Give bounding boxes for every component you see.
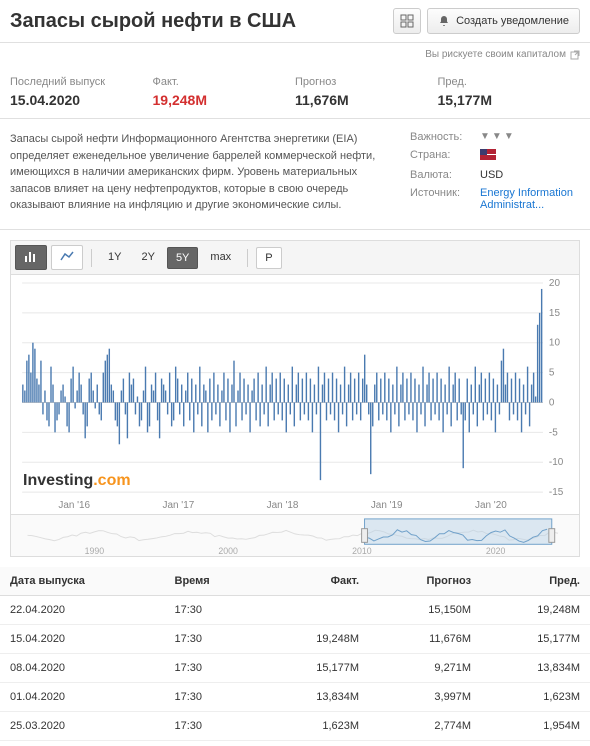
- svg-text:15: 15: [549, 308, 561, 319]
- range-2y-button[interactable]: 2Y: [133, 247, 162, 269]
- bull-icon: ▼: [492, 131, 502, 143]
- svg-text:-5: -5: [549, 427, 558, 438]
- bull-icon: ▼: [480, 131, 490, 143]
- meta-table: Важность: ▼ ▼ ▼ Страна: Валюта: USD Исто…: [410, 131, 580, 217]
- svg-text:10: 10: [549, 338, 561, 349]
- chart-type-bar-button[interactable]: [15, 245, 47, 270]
- header: Запасы сырой нефти в США Создать уведомл…: [0, 0, 590, 43]
- svg-text:5: 5: [549, 368, 555, 379]
- page-title: Запасы сырой нефти в США: [10, 10, 296, 33]
- chart-toolbar: 1Y2Y5Ymax P: [10, 240, 580, 275]
- description-row: Запасы сырой нефти Информационного Агент…: [0, 119, 590, 230]
- header-actions: Создать уведомление: [393, 8, 580, 34]
- bull-icon: ▼: [504, 131, 514, 143]
- stats-row: Последний выпуск 15.04.2020 Факт. 19,248…: [0, 66, 590, 119]
- table-header[interactable]: Прогноз: [369, 567, 481, 596]
- chart-area: 1Y2Y5Ymax P -15 -10 -5 0 5 10 15 20 Jan '16 Jan '…: [0, 230, 590, 567]
- table-row[interactable]: 08.04.202017:3015,177M9,271M13,834M: [0, 654, 590, 683]
- table-row[interactable]: 01.04.202017:3013,834M3,997M1,623M: [0, 683, 590, 712]
- svg-text:Jan '17: Jan '17: [163, 500, 195, 511]
- stat-prev: Пред. 15,177M: [438, 76, 581, 108]
- table-header[interactable]: Факт.: [260, 567, 369, 596]
- stat-actual: Факт. 19,248M: [153, 76, 296, 108]
- range-5y-button[interactable]: 5Y: [167, 247, 198, 269]
- svg-text:20: 20: [549, 278, 561, 289]
- source-link[interactable]: Energy Information Administrat...: [480, 187, 573, 211]
- p-button[interactable]: P: [256, 247, 281, 269]
- flag-us-icon: [480, 149, 496, 160]
- svg-text:-15: -15: [549, 487, 564, 498]
- svg-text:2000: 2000: [218, 546, 238, 556]
- svg-text:Jan '20: Jan '20: [475, 500, 507, 511]
- stat-release: Последний выпуск 15.04.2020: [10, 76, 153, 108]
- range-buttons: 1Y2Y5Ymax: [100, 247, 239, 269]
- watermark: Investing.com: [23, 472, 131, 490]
- svg-text:2020: 2020: [486, 546, 506, 556]
- external-link-icon: [570, 50, 580, 60]
- table-row[interactable]: 15.04.202017:3019,248M11,676M15,177M: [0, 625, 590, 654]
- chart-type-line-button[interactable]: [51, 245, 83, 270]
- description-text: Запасы сырой нефти Информационного Агент…: [10, 131, 390, 217]
- navigator-chart[interactable]: 1990 2000 2010 2020: [10, 515, 580, 557]
- importance-icons: ▼ ▼ ▼: [480, 131, 580, 143]
- table-header[interactable]: Время: [165, 567, 261, 596]
- range-1y-button[interactable]: 1Y: [100, 247, 129, 269]
- main-chart[interactable]: -15 -10 -5 0 5 10 15 20 Jan '16 Jan '17 Jan '18 Jan…: [10, 275, 580, 515]
- svg-text:2010: 2010: [352, 546, 372, 556]
- bell-icon: [438, 15, 450, 27]
- svg-text:0: 0: [549, 397, 555, 408]
- grid-icon-button[interactable]: [393, 8, 421, 34]
- svg-text:1990: 1990: [85, 546, 105, 556]
- create-alert-label: Создать уведомление: [456, 15, 569, 27]
- svg-text:-10: -10: [549, 457, 564, 468]
- table-row[interactable]: 22.04.202017:3015,150M19,248M: [0, 596, 590, 625]
- svg-text:Jan '18: Jan '18: [267, 500, 299, 511]
- svg-text:Jan '16: Jan '16: [58, 500, 90, 511]
- range-max-button[interactable]: max: [202, 247, 239, 269]
- stat-forecast: Прогноз 11,676M: [295, 76, 438, 108]
- table-row[interactable]: 25.03.202017:301,623M2,774M1,954M: [0, 712, 590, 741]
- table-header[interactable]: Дата выпуска: [0, 567, 165, 596]
- create-alert-button[interactable]: Создать уведомление: [427, 8, 580, 34]
- risk-disclaimer: Вы рискуете своим капиталом: [0, 43, 590, 66]
- svg-text:Jan '19: Jan '19: [371, 500, 403, 511]
- history-table: Дата выпускаВремяФакт.ПрогнозПред. 22.04…: [0, 567, 590, 741]
- table-header[interactable]: Пред.: [481, 567, 590, 596]
